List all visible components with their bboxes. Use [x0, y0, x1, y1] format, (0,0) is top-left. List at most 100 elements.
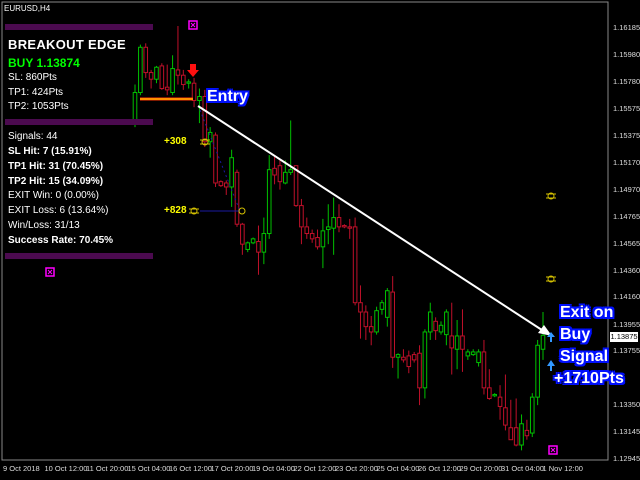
candle-body — [218, 181, 224, 187]
candle-body — [476, 351, 481, 364]
candle-body — [438, 324, 444, 333]
candle-body — [444, 311, 449, 336]
tp-target-icon — [189, 207, 199, 215]
exit-label-line3: Signal — [560, 348, 609, 365]
current-price-tag: 1.13875 — [610, 332, 638, 342]
time-tick-label: 1 Nov 12:00 — [542, 464, 583, 473]
candle-body — [433, 320, 438, 332]
tp1-points-label: +308 — [164, 136, 187, 147]
exit-arrow-icon — [547, 332, 555, 342]
tp-target-icon — [546, 192, 556, 200]
candle-body — [154, 66, 159, 80]
candle-body — [379, 302, 385, 310]
sl-hit: SL Hit: 7 (15.91%) — [8, 146, 92, 157]
tp1-text: TP1: 424Pts — [8, 87, 64, 98]
candle-body — [368, 326, 374, 333]
time-tick-label: 31 Oct 04:00 — [501, 464, 544, 473]
candle-body — [529, 396, 535, 434]
time-tick-label: 15 Oct 04:00 — [127, 464, 171, 473]
exit-loss: EXIT Loss: 6 (13.64%) — [8, 205, 109, 216]
exit-label-line4: +1710Pts — [554, 370, 624, 387]
candle-body — [202, 96, 208, 143]
candle-body — [519, 423, 524, 446]
tp-target-icon — [546, 275, 556, 283]
price-tick-label: 1.15170 — [613, 158, 640, 168]
candle-body — [277, 165, 283, 183]
symbol-label: EURUSD,H4 — [4, 4, 51, 13]
candle-body — [293, 165, 299, 207]
arrow-head-icon — [538, 325, 552, 336]
candle-body — [234, 171, 240, 225]
price-tick-label: 1.13350 — [613, 400, 640, 410]
signal-box-icon — [188, 20, 198, 30]
candle-body — [449, 335, 455, 349]
price-tick-label: 1.15575 — [613, 104, 640, 114]
candle-body — [138, 46, 143, 94]
signals-count: Signals: 44 — [8, 131, 58, 142]
candle-body — [524, 429, 530, 437]
time-tick-label: 26 Oct 12:00 — [418, 464, 461, 473]
time-tick-label: 17 Oct 20:00 — [210, 464, 254, 473]
sell-arrow-icon — [187, 64, 199, 77]
candle-body — [513, 427, 519, 446]
price-tick-label: 1.12945 — [613, 454, 640, 463]
tp-target-icon — [238, 207, 246, 215]
candle-body — [250, 238, 256, 244]
candle-body — [347, 226, 353, 229]
price-tick-label: 1.14970 — [613, 184, 640, 194]
price-tick-label: 1.13145 — [613, 427, 640, 437]
candle-body — [406, 355, 412, 368]
time-tick-label: 19 Oct 04:00 — [252, 464, 295, 473]
chart-frame — [1, 1, 609, 461]
candle-body — [385, 290, 390, 318]
candle-body — [207, 131, 213, 143]
tp-dotted-line — [199, 109, 241, 212]
candle-body — [256, 241, 261, 253]
candle-body — [272, 167, 277, 176]
candle-body — [374, 310, 379, 333]
panel-divider — [5, 253, 153, 259]
exit-label-line2: Buy — [560, 326, 591, 343]
candle-body — [304, 226, 310, 235]
signal-box-icon — [45, 267, 55, 277]
candle-body — [535, 344, 540, 398]
candle-body — [191, 82, 197, 101]
candle-body — [197, 96, 202, 101]
candle-body — [320, 230, 326, 248]
time-tick-label: 9 Oct 2018 — [3, 464, 40, 473]
time-tick-label: 23 Oct 20:00 — [335, 464, 378, 473]
candle-body — [492, 393, 497, 397]
candle-body — [266, 169, 272, 235]
exit-win: EXIT Win: 0 (0.00%) — [8, 190, 99, 201]
candle-body — [336, 217, 342, 228]
candle-body — [470, 351, 476, 356]
tp2-text: TP2: 1053Pts — [8, 101, 69, 112]
buy-arrow-icon — [547, 360, 555, 371]
candle-body — [454, 335, 460, 350]
candle-body — [465, 351, 471, 357]
price-tick-label: 1.13955 — [613, 319, 640, 329]
price-tick-label: 1.14565 — [613, 238, 640, 248]
candle-body — [427, 311, 433, 333]
candle-body — [245, 242, 251, 250]
trade-path-arrow — [197, 105, 546, 333]
candle-body — [164, 86, 170, 91]
candle-body — [170, 68, 175, 94]
candle-body — [540, 334, 546, 350]
candle-body — [132, 92, 138, 121]
tp1-hit: TP1 Hit: 31 (70.45%) — [8, 161, 104, 172]
success-rate: Success Rate: 70.45% — [8, 235, 114, 246]
candle-body — [395, 354, 401, 358]
candle-body — [261, 233, 267, 253]
candle-body — [283, 171, 288, 184]
candle-body — [315, 237, 320, 248]
candle-body — [143, 46, 149, 74]
candle-body — [508, 427, 514, 441]
candle-body — [325, 226, 331, 231]
tp2-hit: TP2 Hit: 15 (34.09%) — [8, 176, 104, 187]
signal-overlay — [45, 20, 558, 455]
candle-body — [229, 157, 234, 188]
candle-body — [497, 396, 503, 407]
candle-body — [240, 223, 245, 245]
